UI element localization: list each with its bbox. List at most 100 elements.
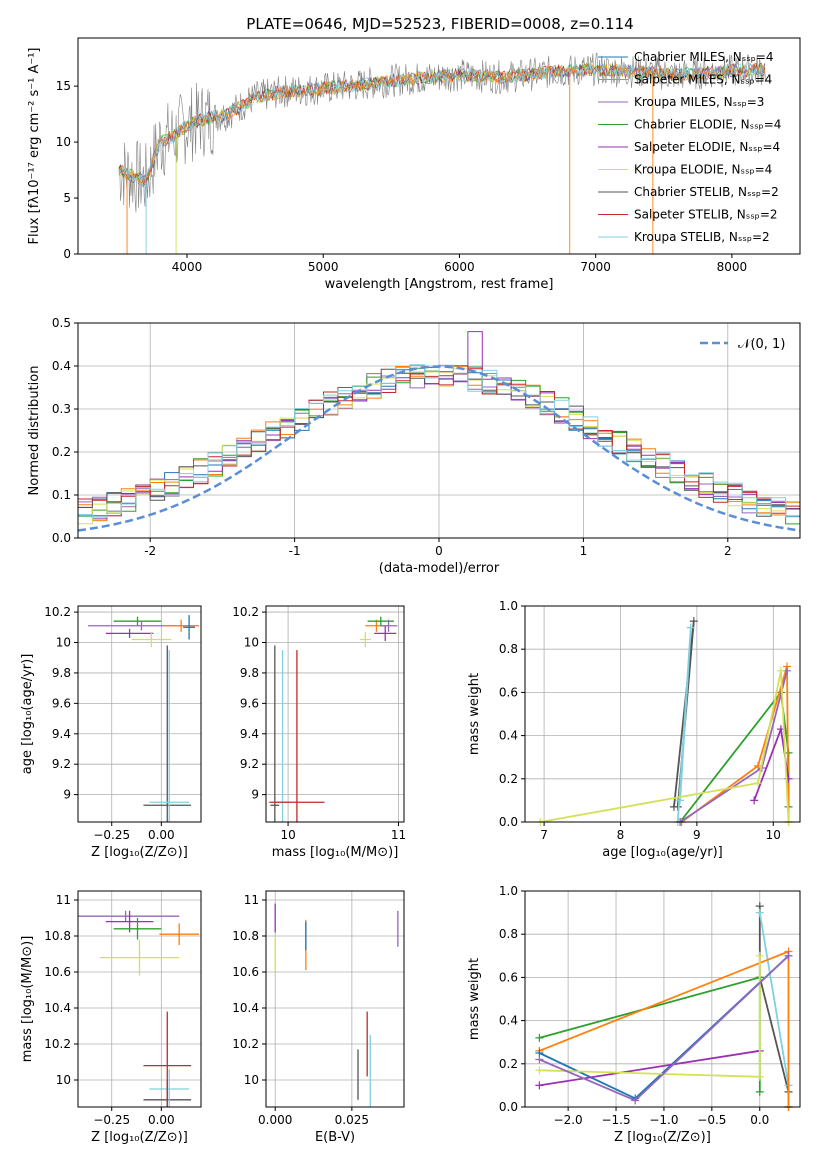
y-tick-label: 0.2	[499, 772, 518, 786]
x-axis-label: wavelength [Angstrom, rest frame]	[325, 277, 554, 292]
legend-label: 𝒩(0, 1)	[738, 337, 785, 352]
y-tick-label: 10.4	[44, 1001, 71, 1015]
x-tick-label: 1	[580, 544, 588, 558]
mass-vs-metallicity-panel: −0.25 0.00 10 10.2 10.4 10.6 10.8 11 Z [log₁₀(Z/…	[20, 890, 202, 1145]
x-axis-label: Z [log₁₀(Z/Z⊙)]	[91, 845, 188, 860]
axes-frame	[524, 605, 801, 823]
weight-marker	[784, 951, 793, 960]
x-tick-label: 10	[766, 828, 781, 842]
y-axis-label: mass [log₁₀(M/M⊙)]	[20, 936, 35, 1063]
plot-area	[536, 617, 793, 826]
weight-line	[753, 725, 790, 801]
y-tick-label: 0.0	[499, 815, 518, 829]
x-tick-label: −1.0	[649, 1113, 678, 1127]
x-tick-label: 6000	[444, 260, 475, 274]
legend-label: Kroupa MILES, Nₛₛₚ=3	[634, 95, 764, 109]
weight-marker	[755, 951, 764, 960]
y-tick-label: 10	[56, 636, 71, 650]
y-tick-label: 0.6	[499, 685, 518, 699]
axes-frame	[265, 890, 405, 1108]
x-tick-label: 0.000	[258, 1113, 292, 1127]
weight-marker	[750, 796, 759, 805]
y-tick-label: 10	[56, 1073, 71, 1087]
legend-label: Chabrier STELIB, Nₛₛₚ=2	[634, 185, 779, 199]
y-tick-label: 0.4	[499, 1014, 518, 1028]
x-tick-label: 7000	[580, 260, 611, 274]
legend-label: Chabrier ELODIE, Nₛₛₚ=4	[634, 118, 781, 132]
weight-line	[539, 1049, 760, 1087]
weight-marker	[535, 1066, 544, 1075]
x-axis-label: E(B-V)	[315, 1130, 355, 1145]
x-tick-label: 5000	[308, 260, 339, 274]
weight-vs-metallicity-panel: −2.0 −1.5 −1.0 −0.5 0.0 0.0 0.2 0.4 0.6 0.8 1.0 Z […	[467, 884, 801, 1145]
x-tick-label: 0.00	[148, 828, 175, 842]
plot-area	[78, 910, 200, 1107]
y-tick-label: 0.3	[52, 402, 71, 416]
weight-marker	[689, 617, 698, 626]
x-tick-label: −1.5	[601, 1113, 630, 1127]
spectrum-model-line	[118, 63, 765, 188]
y-tick-label: 15	[56, 79, 71, 93]
weight-line	[676, 627, 692, 823]
y-tick-label: 0.5	[52, 316, 71, 330]
y-tick-label: 10	[56, 135, 71, 149]
x-tick-label: 0.0	[750, 1113, 769, 1127]
spectrum-model-line	[118, 62, 765, 183]
y-axis-label: Flux [fλ10⁻¹⁷ erg cm⁻² s⁻¹ A⁻¹]	[27, 48, 42, 245]
y-axis-label: mass weight	[467, 673, 482, 755]
weight-marker	[535, 1055, 544, 1064]
weight-marker	[535, 1081, 544, 1090]
grid	[78, 322, 800, 539]
grid	[78, 891, 201, 1107]
x-axis-label: age [log₁₀(age/yr)]	[602, 845, 723, 860]
y-tick-label: 10.2	[232, 1037, 259, 1051]
axes-frame	[524, 890, 801, 1108]
y-tick-label: 0.6	[499, 970, 518, 984]
y-tick-label: 0.4	[52, 359, 71, 373]
histogram-steps	[77, 364, 800, 538]
axes-frame	[265, 605, 405, 823]
spectrum-panel: 4000 5000 6000 7000 8000 0 5 10 15 wavelength [An…	[27, 37, 801, 292]
x-tick-label: 11	[391, 828, 406, 842]
y-axis-label: Normed distribution	[27, 366, 42, 496]
x-axis-label: Z [log₁₀(Z/Z⊙)]	[614, 1130, 711, 1145]
y-tick-label: 0.0	[52, 531, 71, 545]
y-tick-label: 9.6	[52, 696, 71, 710]
age-vs-mass-panel: 10 11 9 9.2 9.4 9.6 9.8 10 10.2 mass [log₁₀(M/M⊙)…	[232, 605, 406, 860]
legend-label: Kroupa ELODIE, Nₛₛₚ=4	[634, 163, 772, 177]
residual-histogram-panel: -2 -1 0 1 2 0.0 0.1 0.2 0.3 0.4 0.5 (data-model)/er…	[27, 316, 801, 576]
grid	[266, 891, 404, 1107]
y-tick-label: 11	[244, 893, 259, 907]
x-tick-label: −0.25	[93, 1113, 130, 1127]
y-tick-label: 0.8	[499, 642, 518, 656]
plot-area	[87, 615, 200, 822]
weight-marker	[755, 1087, 764, 1096]
y-tick-label: 10.6	[232, 965, 259, 979]
x-tick-label: −0.5	[697, 1113, 726, 1127]
y-tick-label: 9.2	[52, 757, 71, 771]
plot-area	[118, 52, 766, 254]
y-tick-label: 10	[244, 1073, 259, 1087]
y-tick-label: 0.1	[52, 488, 71, 502]
weight-marker	[753, 779, 762, 788]
x-axis-label: (data-model)/error	[379, 561, 500, 576]
x-axis-label: mass [log₁₀(M/M⊙)]	[272, 845, 399, 860]
y-tick-label: 0.2	[499, 1057, 518, 1071]
weight-line	[540, 670, 790, 823]
weight-line	[539, 955, 761, 1078]
y-tick-label: 0.4	[499, 729, 518, 743]
y-axis-label: mass weight	[467, 958, 482, 1040]
x-tick-label: 0.00	[148, 1113, 175, 1127]
axes-frame	[77, 322, 801, 539]
weight-vs-age-panel: 7 8 9 10 0.0 0.2 0.4 0.6 0.8 1.0 age [log₁₀(age/yr…	[467, 599, 801, 860]
grid	[78, 606, 201, 822]
axes-frame	[77, 605, 202, 823]
y-tick-label: 10.8	[232, 929, 259, 943]
y-tick-label: 9.4	[52, 727, 71, 741]
legend-label: Salpeter ELODIE, Nₛₛₚ=4	[634, 140, 780, 154]
weight-marker	[776, 666, 785, 675]
y-tick-label: 9.4	[240, 727, 259, 741]
y-tick-label: 0.8	[499, 927, 518, 941]
spectrum-model-line	[118, 63, 765, 185]
legend-label: Salpeter STELIB, Nₛₛₚ=2	[634, 208, 778, 222]
